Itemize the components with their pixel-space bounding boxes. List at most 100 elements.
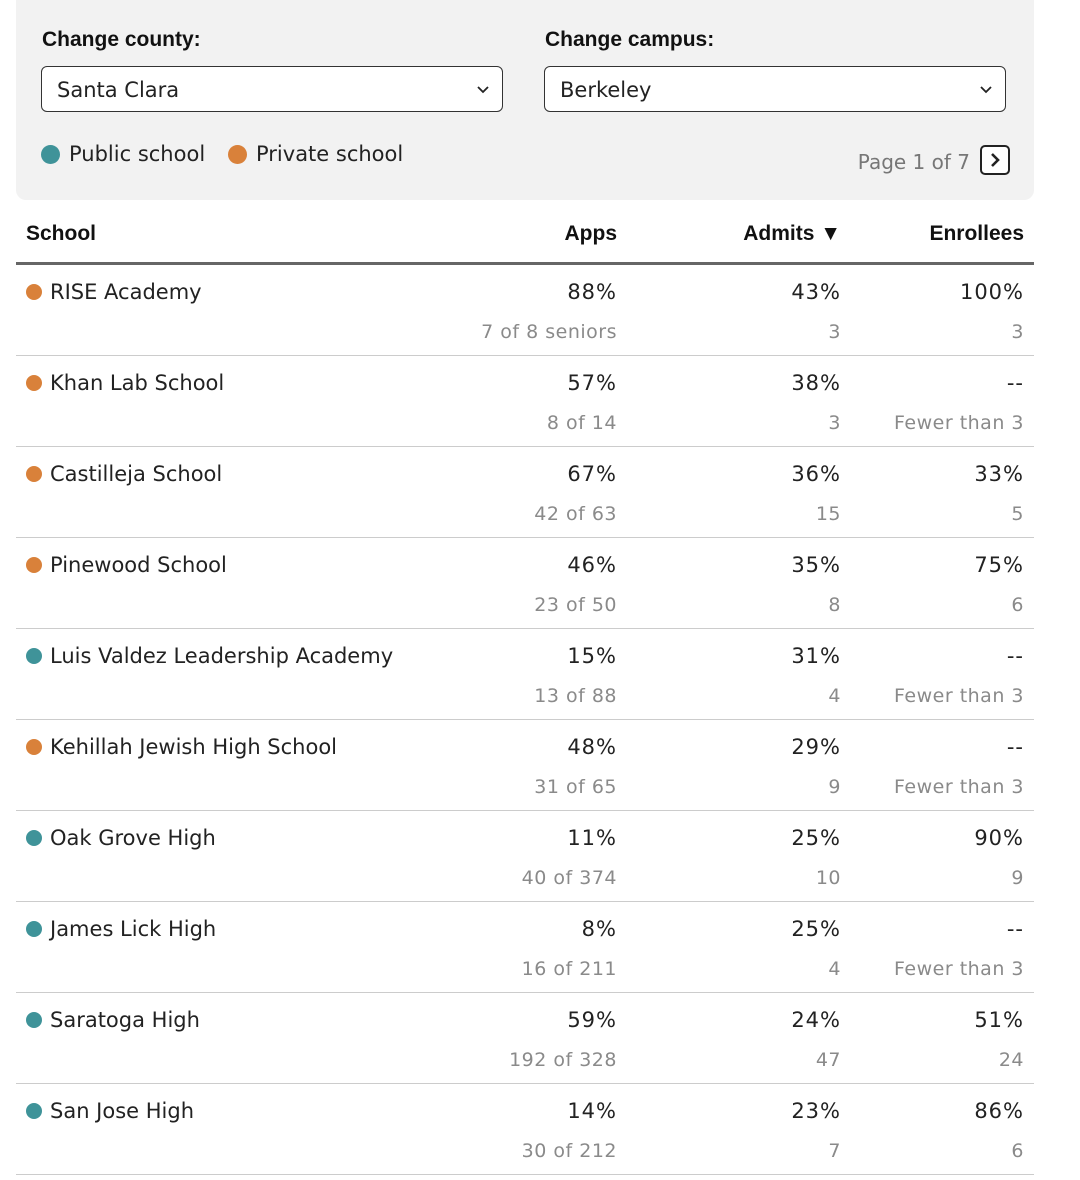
- apps-percent: 14%: [567, 1099, 617, 1123]
- enrollees-count: 24: [998, 1049, 1024, 1071]
- next-page-button[interactable]: [980, 145, 1010, 175]
- apps-percent: 88%: [567, 280, 617, 304]
- legend-private-label: Private school: [256, 142, 404, 166]
- header-apps[interactable]: Apps: [564, 222, 618, 245]
- school-name: San Jose High: [50, 1099, 195, 1123]
- header-enrollees[interactable]: Enrollees: [929, 222, 1024, 245]
- legend-public: Public school: [41, 140, 205, 168]
- admits-percent: 25%: [791, 917, 841, 941]
- admits-percent: 29%: [791, 735, 841, 759]
- school-name: Castilleja School: [50, 462, 223, 486]
- apps-detail: 30 of 212: [521, 1140, 617, 1162]
- admits-percent: 25%: [791, 826, 841, 850]
- apps-detail: 16 of 211: [521, 958, 617, 980]
- school-name: James Lick High: [50, 917, 217, 941]
- table-header: School Apps Admits ▼ Enrollees: [16, 210, 1034, 265]
- apps-percent: 67%: [567, 462, 617, 486]
- admits-percent: 36%: [791, 462, 841, 486]
- school-cell: Luis Valdez Leadership Academy: [26, 644, 393, 668]
- private-dot-icon: [26, 375, 42, 391]
- enrollees-percent: 86%: [974, 1099, 1024, 1123]
- public-dot-icon: [26, 830, 42, 846]
- chevron-right-icon: [991, 153, 1000, 167]
- enrollees-percent: --: [1006, 371, 1024, 395]
- admits-count: 47: [815, 1049, 841, 1071]
- apps-detail: 192 of 328: [509, 1049, 617, 1071]
- enrollees-percent: 33%: [974, 462, 1024, 486]
- public-dot-icon: [26, 648, 42, 664]
- private-dot-icon: [228, 144, 247, 164]
- enrollees-count: Fewer than 3: [894, 776, 1024, 798]
- public-dot-icon: [26, 1103, 42, 1119]
- enrollees-percent: 51%: [974, 1008, 1024, 1032]
- county-select-value: Santa Clara: [57, 78, 180, 102]
- filter-panel: Change county: Santa Clara Change campus…: [16, 0, 1034, 200]
- table-row: Pinewood School 46% 23 of 50 35% 8 75% 6: [16, 538, 1034, 629]
- header-admits-sorted[interactable]: Admits ▼: [743, 222, 841, 245]
- apps-percent: 11%: [567, 826, 617, 850]
- private-dot-icon: [26, 739, 42, 755]
- school-cell: James Lick High: [26, 917, 216, 941]
- public-dot-icon: [26, 1012, 42, 1028]
- table-row: James Lick High 8% 16 of 211 25% 4 -- Fewer th…: [16, 902, 1034, 993]
- school-cell: Saratoga High: [26, 1008, 200, 1032]
- school-name: Pinewood School: [50, 553, 227, 577]
- table-row: Castilleja School 67% 42 of 63 36% 15 33% 5: [16, 447, 1034, 538]
- enrollees-count: Fewer than 3: [894, 685, 1024, 707]
- apps-percent: 15%: [567, 644, 617, 668]
- legend-private: Private school: [228, 140, 403, 168]
- campus-select[interactable]: Berkeley: [544, 66, 1006, 112]
- admits-count: 3: [828, 321, 841, 343]
- admits-count: 9: [828, 776, 841, 798]
- admits-count: 3: [828, 412, 841, 434]
- admits-count: 7: [828, 1140, 841, 1162]
- admits-count: 4: [828, 958, 841, 980]
- public-dot-icon: [41, 144, 60, 164]
- table-body: RISE Academy 88% 7 of 8 seniors 43% 3 100% 3 Kh…: [16, 265, 1034, 1175]
- enrollees-percent: 100%: [959, 280, 1024, 304]
- table-row: Kehillah Jewish High School 48% 31 of 65 29…: [16, 720, 1034, 811]
- private-dot-icon: [26, 284, 42, 300]
- enrollees-count: 6: [1011, 594, 1024, 616]
- admits-count: 8: [828, 594, 841, 616]
- apps-detail: 40 of 374: [521, 867, 617, 889]
- admits-count: 15: [815, 503, 841, 525]
- school-name: RISE Academy: [50, 280, 202, 304]
- enrollees-count: 5: [1011, 503, 1024, 525]
- enrollees-count: 9: [1011, 867, 1024, 889]
- school-name: Khan Lab School: [50, 371, 225, 395]
- enrollees-percent: 90%: [974, 826, 1024, 850]
- public-dot-icon: [26, 921, 42, 937]
- table-row: Luis Valdez Leadership Academy 15% 13 of 8…: [16, 629, 1034, 720]
- admits-count: 4: [828, 685, 841, 707]
- apps-percent: 46%: [567, 553, 617, 577]
- enrollees-percent: --: [1006, 644, 1024, 668]
- admits-percent: 43%: [791, 280, 841, 304]
- table-row: Oak Grove High 11% 40 of 374 25% 10 90% 9: [16, 811, 1034, 902]
- admits-percent: 35%: [791, 553, 841, 577]
- school-name: Oak Grove High: [50, 826, 216, 850]
- county-select[interactable]: Santa Clara: [41, 66, 503, 112]
- enrollees-percent: --: [1006, 917, 1024, 941]
- apps-percent: 57%: [567, 371, 617, 395]
- enrollees-percent: 75%: [974, 553, 1024, 577]
- school-cell: Oak Grove High: [26, 826, 216, 850]
- campus-label: Change campus:: [545, 28, 715, 51]
- school-cell: Pinewood School: [26, 553, 227, 577]
- enrollees-count: 6: [1011, 1140, 1024, 1162]
- apps-percent: 48%: [567, 735, 617, 759]
- enrollees-count: Fewer than 3: [894, 412, 1024, 434]
- campus-select-value: Berkeley: [560, 78, 652, 102]
- apps-detail: 31 of 65: [534, 776, 617, 798]
- apps-detail: 13 of 88: [534, 685, 617, 707]
- apps-detail: 23 of 50: [534, 594, 617, 616]
- table-row: San Jose High 14% 30 of 212 23% 7 86% 6: [16, 1084, 1034, 1175]
- table-row: Saratoga High 59% 192 of 328 24% 47 51% 24: [16, 993, 1034, 1084]
- header-school[interactable]: School: [26, 222, 97, 245]
- apps-detail: 8 of 14: [546, 412, 617, 434]
- apps-percent: 59%: [567, 1008, 617, 1032]
- apps-detail: 42 of 63: [534, 503, 617, 525]
- enrollees-percent: --: [1006, 735, 1024, 759]
- enrollees-count: Fewer than 3: [894, 958, 1024, 980]
- school-cell: Kehillah Jewish High School: [26, 735, 337, 759]
